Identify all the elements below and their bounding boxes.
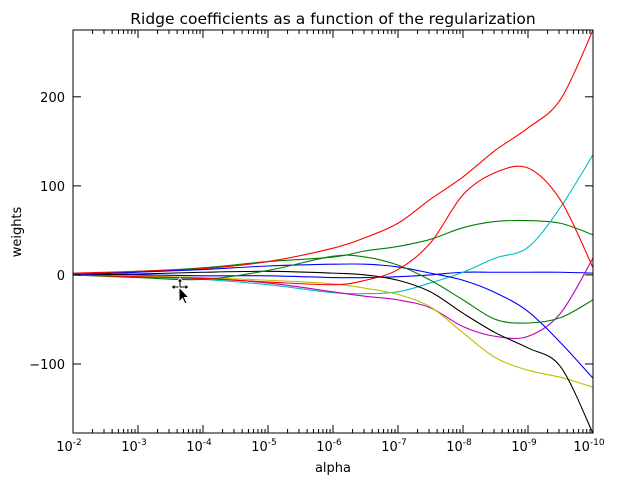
y-axis-label: weights (10, 206, 25, 257)
y-tick-label: 200 (40, 91, 65, 106)
series-line-coef-9 (73, 254, 593, 324)
x-tick-label: 10-2 (56, 438, 82, 455)
series-line-coef-6 (73, 274, 593, 388)
x-tick-label: 10-10 (573, 438, 605, 455)
chart-title: Ridge coefficients as a function of the … (130, 10, 535, 28)
x-tick-label: 10-6 (316, 438, 342, 455)
series-line-coef-3 (73, 30, 593, 274)
x-tick-label: 10-3 (121, 438, 147, 455)
series-line-coef-7 (73, 270, 593, 433)
y-tick-label: −100 (29, 358, 65, 373)
x-axis-label: alpha (315, 461, 351, 476)
axis-ticks: 10-2 10-3 10-4 10-5 10-6 10-7 10-8 10-9 10-10 200… (29, 30, 605, 455)
series-line-coef-1 (73, 271, 593, 279)
x-tick-label: 10-5 (251, 438, 277, 455)
move-cursor-icon (170, 277, 191, 305)
series-line-coef-8 (73, 263, 593, 379)
y-tick-label: 100 (40, 180, 65, 195)
x-tick-label: 10-9 (511, 438, 537, 455)
x-tick-label: 10-4 (186, 438, 212, 455)
x-tick-label: 10-7 (381, 438, 407, 455)
plot-frame (72, 29, 594, 434)
series-line-coef-10 (73, 165, 593, 286)
series-line-coef-2 (73, 219, 593, 275)
series-line-coef-5 (73, 257, 593, 340)
series-lines (73, 30, 593, 433)
x-tick-label: 10-8 (446, 438, 472, 455)
y-tick-label: 0 (57, 269, 65, 284)
